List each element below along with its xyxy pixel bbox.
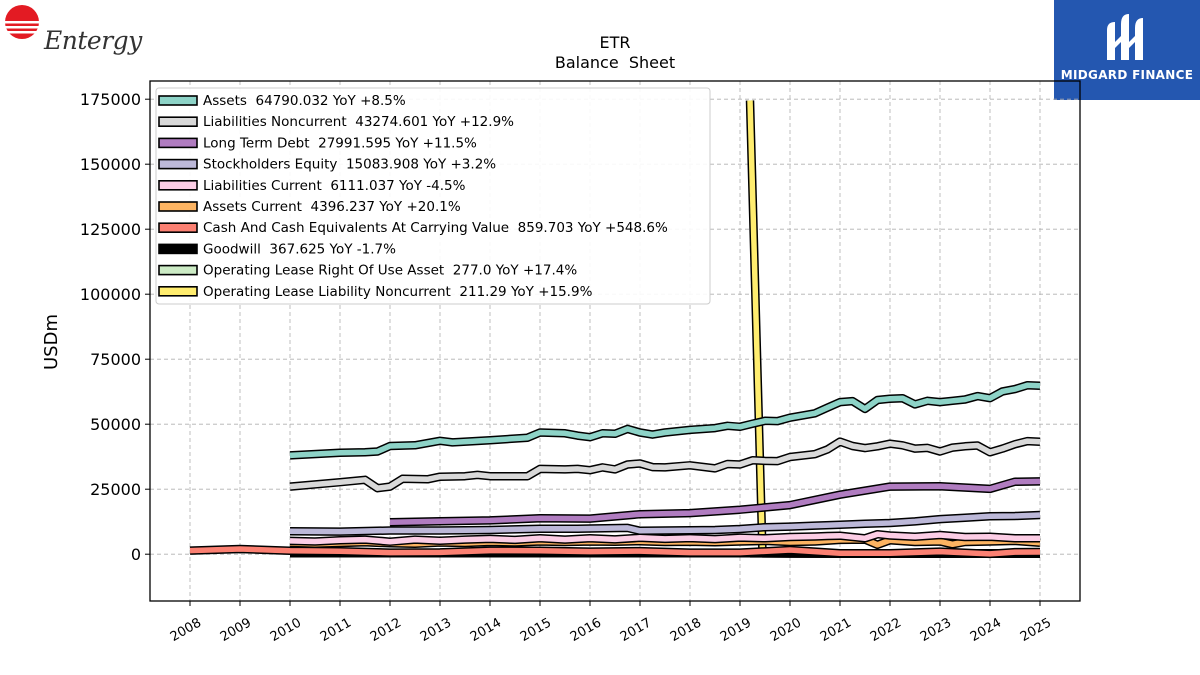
legend-entry: Liabilities Noncurrent 43274.601 YoY +12… [158,114,514,130]
x-tick-label: 2010 [268,615,304,645]
legend: Assets 64790.032 YoY +8.5% Liabilities No… [155,87,711,305]
x-tick-label: 2012 [368,615,404,645]
plot-frame [149,80,1081,602]
series-liabilities_noncurrent [289,436,1041,493]
legend-entry: Operating Lease Liability Noncurrent 211… [158,284,593,300]
legend-swatch [158,243,198,255]
legend-label: Assets Current 4396.237 YoY +20.1% [203,199,461,215]
series-liabilities_current [289,529,1040,546]
chart-title: ETR [600,33,631,52]
x-tick-label: 2008 [168,615,204,645]
legend-swatch [158,264,198,276]
legend-swatch [158,158,198,170]
series-assets [289,380,1041,460]
legend-entry: Assets 64790.032 YoY +8.5% [158,93,406,109]
midgard-m-icon [1107,14,1143,60]
x-tick-label: 2017 [618,615,654,645]
entergy-wordmark: Entergy [44,26,142,55]
series-long_term_debt [389,477,1041,527]
y-tick-label: 0 [131,545,141,564]
legend-entry: Goodwill 367.625 YoY -1.7% [158,241,396,257]
series-line [189,546,1041,557]
legend-label: Liabilities Current 6111.037 YoY -4.5% [203,178,466,194]
midgard-wordmark: MIDGARD FINANCE [1060,68,1194,82]
legend-swatch [158,201,198,212]
x-tick-label: 2022 [868,615,904,645]
legend-label: Assets 64790.032 YoY +8.5% [203,93,406,109]
legend-label: Operating Lease Right Of Use Asset 277.0… [203,263,577,279]
y-tick-label: 125000 [80,220,141,239]
x-tick-label: 2014 [468,615,504,645]
y-axis-label: USDm [41,314,62,370]
entergy-logo: Entergy [4,4,142,56]
x-tick-label: 2009 [218,615,254,645]
x-tick-label: 2019 [718,615,754,645]
y-tick-label: 75000 [90,350,141,369]
legend-entry: Operating Lease Right Of Use Asset 277.0… [158,263,577,279]
series-line [389,478,1041,525]
legend-label: Stockholders Equity 15083.908 YoY +3.2% [203,157,496,173]
legend-swatch [158,222,198,233]
x-tick-label: 2023 [918,615,954,645]
x-tick-label: 2025 [1018,615,1054,645]
y-tick-label: 50000 [90,415,141,434]
series-line [289,382,1041,459]
series-stockholders_equity [289,510,1041,536]
legend-swatch [158,285,198,297]
series-cash [189,544,1041,559]
y-tick-label: 150000 [80,155,141,174]
legend-entry: Liabilities Current 6111.037 YoY -4.5% [158,178,466,194]
x-tick-label: 2016 [568,615,604,645]
x-tick-label: 2013 [418,615,454,645]
x-tick-label: 2011 [318,615,354,645]
legend-label: Long Term Debt 27991.595 YoY +11.5% [203,135,477,151]
legend-label: Goodwill 367.625 YoY -1.7% [203,241,396,257]
legend-swatch [158,180,198,191]
legend-label: Liabilities Noncurrent 43274.601 YoY +12… [203,114,514,130]
y-tick-label: 25000 [90,480,141,499]
legend-label: Cash And Cash Equivalents At Carrying Va… [203,220,668,236]
x-tick-label: 2024 [968,615,1004,645]
x-axis-ticks: 2008 2009 2010 2011 2012 2013 2014 2015 2016 2017… [168,601,1054,645]
legend-entry: Cash And Cash Equivalents At Carrying Va… [158,220,668,236]
midgard-finance-logo: MIDGARD FINANCE [1054,0,1200,100]
x-tick-label: 2020 [768,615,804,645]
legend-swatch [158,95,198,106]
x-tick-label: 2021 [818,615,854,645]
x-tick-label: 2018 [668,615,704,645]
legend-box [155,87,711,305]
series-line [289,531,1040,545]
legend-label: Operating Lease Liability Noncurrent 211… [203,284,593,300]
y-tick-label: 100000 [80,285,141,304]
legend-swatch [158,137,198,149]
y-axis-ticks: 0 25000 50000 75000 100000 125000 150000 175000 [80,90,150,564]
series-line [289,438,1041,491]
x-tick-label: 2015 [518,615,554,645]
legend-entry: Stockholders Equity 15083.908 YoY +3.2% [158,157,496,173]
chart-subtitle: Balance Sheet [555,53,675,72]
legend-swatch [158,116,198,127]
legend-entry: Long Term Debt 27991.595 YoY +11.5% [158,135,477,151]
legend-entry: Assets Current 4396.237 YoY +20.1% [158,199,461,215]
y-tick-label: 175000 [80,90,141,109]
series-line [289,512,1041,535]
series-lines [189,100,1041,559]
entergy-sun-icon [4,5,40,39]
